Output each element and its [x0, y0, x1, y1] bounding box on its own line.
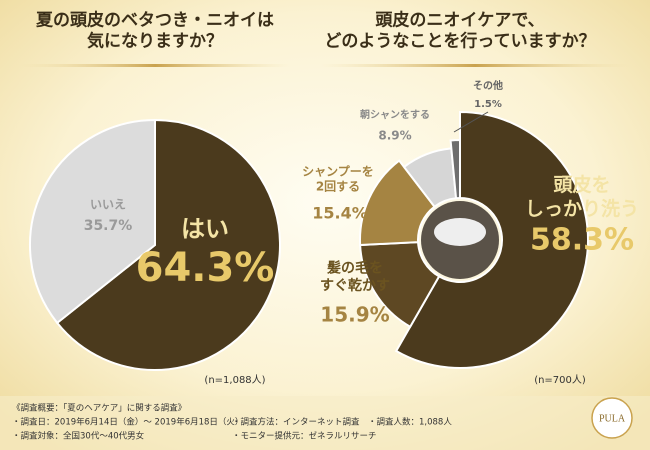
footer-item: ・調査日：2019年6月14日（金）～ 2019年6月18日（火） — [12, 417, 243, 428]
slice-value-label: 15.4% — [312, 204, 368, 223]
pie-slice — [394, 110, 589, 369]
slice-value-label: 1.5% — [474, 99, 502, 110]
slice-category: 髪の毛をすぐ乾かす — [320, 259, 390, 294]
slice-category: 頭皮をしっかり洗う — [525, 173, 639, 220]
slice-value-label: 15.9% — [320, 303, 389, 327]
leader-line — [453, 111, 489, 133]
slice-value-label: 64.3% — [136, 245, 275, 291]
slice-category: シャンプーを 2回する — [302, 163, 374, 193]
chart-title: 夏の頭皮のベタつき・ニオイは気になりますか？ — [36, 9, 274, 51]
slice-category: いいえ — [90, 198, 126, 212]
footer-heading: 《調査概要：「夏のヘアケア」に関する調査》 — [12, 403, 186, 414]
slice-value-label: 35.7% — [84, 218, 133, 234]
slice-value-label: 58.3% — [530, 223, 634, 258]
footer-item: ・調査方法：インターネット調査 — [232, 417, 360, 428]
logo-badge — [591, 397, 633, 439]
slice-value-label: 8.9% — [378, 129, 411, 143]
sample-size: (n=700人) — [534, 374, 586, 386]
chart-title: 頭皮のニオイケアで、どのようなことを行っていますか？ — [324, 9, 595, 51]
footer-item: ・調査人数：1,088人 — [368, 417, 452, 428]
logo: PULA — [599, 413, 626, 424]
footer-item: ・調査対象：全国30代～40代男女 — [12, 431, 145, 442]
title-rule — [20, 64, 290, 67]
sample-size: (n=1,088人) — [204, 374, 265, 386]
footer-item: ・モニター提供元：ゼネラルリサーチ — [232, 431, 377, 442]
pie-slice — [449, 138, 461, 200]
title-rule — [320, 64, 630, 67]
pie-slice — [359, 159, 436, 247]
slice-category: その他 — [473, 79, 503, 92]
pie-slice — [55, 118, 281, 371]
slice-category: はい — [181, 215, 229, 243]
center-photo-foam — [434, 218, 486, 246]
pie-slice — [359, 241, 441, 329]
footer-band — [0, 396, 650, 450]
pie-slice — [29, 118, 156, 325]
slice-category: 朝シャンをする — [360, 108, 430, 121]
